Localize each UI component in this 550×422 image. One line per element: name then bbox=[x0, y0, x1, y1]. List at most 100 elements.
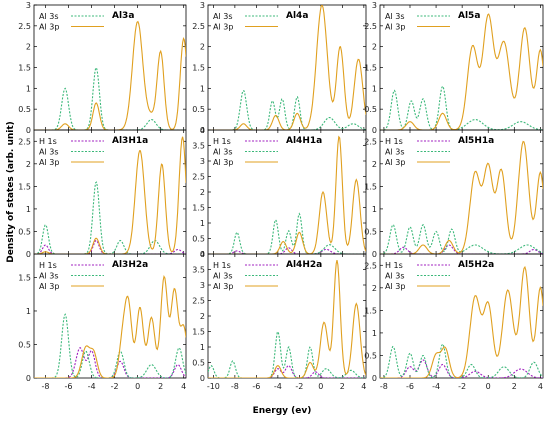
y-tick-label: 1 bbox=[200, 343, 205, 352]
y-tick-label: 0.5 bbox=[192, 235, 205, 244]
series-line-al-3p bbox=[34, 136, 186, 254]
legend-label: H 1s bbox=[39, 137, 57, 146]
y-tick-label: 3.5 bbox=[192, 266, 205, 275]
y-tick-label: 2.5 bbox=[364, 22, 377, 31]
y-tick-label: 0.5 bbox=[18, 340, 31, 349]
series-line-al-3p bbox=[208, 259, 366, 378]
y-tick-label: 2 bbox=[200, 43, 205, 52]
y-tick-label: 2 bbox=[372, 43, 377, 52]
y-tick-label: 3 bbox=[200, 281, 205, 290]
series-line-al-3p bbox=[34, 20, 186, 130]
legend-label: Al 3p bbox=[385, 158, 405, 167]
y-tick-label: 0.5 bbox=[192, 105, 205, 114]
series-line-al-3s bbox=[380, 85, 543, 130]
panel-title: Al4H2a bbox=[286, 260, 322, 270]
x-tick-label: 0 bbox=[318, 382, 323, 391]
x-tick-label: 4 bbox=[181, 382, 186, 391]
x-tick-label: -2 bbox=[111, 382, 119, 391]
x-axis-label: Energy (ev) bbox=[253, 406, 312, 416]
y-tick-label: 2 bbox=[200, 312, 205, 321]
x-tick-label: 2 bbox=[158, 382, 163, 391]
legend-label: H 1s bbox=[213, 137, 231, 146]
y-tick-label: 3.5 bbox=[192, 142, 205, 151]
x-tick-label: 0 bbox=[135, 382, 140, 391]
legend-label: Al 3p bbox=[39, 23, 59, 32]
series-line-al-3s bbox=[34, 181, 186, 254]
series-line-al-3s bbox=[208, 90, 366, 130]
series-line-al-3p bbox=[208, 135, 366, 254]
x-tick-label: -6 bbox=[252, 382, 260, 391]
y-tick-label: 2 bbox=[200, 188, 205, 197]
y-tick-label: 0 bbox=[372, 126, 377, 135]
legend-label: Al 3s bbox=[39, 12, 59, 21]
panel-Al4a: 0 0.5 1 1.5 2 2.5 3 Al 3s Al 3p Al4a bbox=[192, 1, 367, 135]
y-tick-label: 0.5 bbox=[364, 105, 377, 114]
x-tick-label: 4 bbox=[361, 382, 366, 391]
legend-label: Al 3s bbox=[385, 12, 405, 21]
y-tick-label: 1 bbox=[26, 205, 31, 214]
y-tick-label: 0.5 bbox=[18, 105, 31, 114]
y-tick-label: 3 bbox=[200, 1, 205, 10]
y-tick-label: 2 bbox=[26, 160, 31, 169]
x-tick-label: -2 bbox=[295, 382, 303, 391]
y-tick-label: 0 bbox=[26, 374, 31, 383]
y-tick-label: 0.5 bbox=[364, 351, 377, 360]
series-line-al-3p bbox=[380, 13, 543, 130]
y-tick-label: 0 bbox=[26, 126, 31, 135]
legend-label: H 1s bbox=[39, 261, 57, 270]
series-line-h-1s bbox=[208, 365, 366, 378]
y-tick-label: 1 bbox=[372, 84, 377, 93]
y-tick-label: 2.5 bbox=[192, 22, 205, 31]
y-tick-label: 2 bbox=[372, 284, 377, 293]
y-tick-label: 1.5 bbox=[364, 306, 377, 315]
y-tick-label: 3 bbox=[26, 1, 31, 10]
x-tick-label: -10 bbox=[207, 382, 220, 391]
y-tick-label: 2.5 bbox=[364, 137, 377, 146]
x-tick-label: -4 bbox=[432, 382, 440, 391]
panel-title: Al5H1a bbox=[458, 136, 494, 146]
series-line-al-3s bbox=[34, 313, 186, 378]
y-tick-label: 1.5 bbox=[18, 182, 31, 191]
legend-label: H 1s bbox=[213, 261, 231, 270]
panel-title: Al3H2a bbox=[112, 260, 148, 270]
y-tick-label: 2 bbox=[372, 160, 377, 169]
y-tick-label: 2.5 bbox=[18, 22, 31, 31]
y-tick-label: 1.5 bbox=[192, 204, 205, 213]
y-tick-label: 2.5 bbox=[192, 297, 205, 306]
y-tick-label: 1 bbox=[200, 84, 205, 93]
y-tick-label: 0 bbox=[372, 374, 377, 383]
y-tick-label: 0.5 bbox=[364, 227, 377, 236]
series-line-al-3s bbox=[380, 343, 543, 378]
x-tick-label: -6 bbox=[406, 382, 414, 391]
x-tick-label: -8 bbox=[380, 382, 388, 391]
legend-label: Al 3p bbox=[213, 282, 233, 291]
panel-title: Al3H1a bbox=[112, 136, 148, 146]
x-tick-label: -4 bbox=[274, 382, 282, 391]
legend-label: H 1s bbox=[385, 137, 403, 146]
panel-title: Al3a bbox=[112, 11, 134, 21]
series-line-al-3p bbox=[380, 140, 543, 254]
y-tick-label: 1 bbox=[26, 84, 31, 93]
legend-label: Al 3s bbox=[39, 272, 59, 281]
y-tick-label: 0 bbox=[372, 250, 377, 259]
legend-label: Al 3p bbox=[39, 282, 59, 291]
y-tick-label: 1.5 bbox=[192, 328, 205, 337]
y-tick-label: 3 bbox=[372, 1, 377, 10]
legend-label: H 1s bbox=[385, 261, 403, 270]
legend-label: Al 3s bbox=[213, 12, 233, 21]
legend-label: Al 3p bbox=[39, 158, 59, 167]
panel-title: Al4H1a bbox=[286, 136, 322, 146]
y-tick-label: 2.5 bbox=[18, 137, 31, 146]
y-tick-label: 1.5 bbox=[364, 182, 377, 191]
y-tick-label: 1 bbox=[372, 329, 377, 338]
y-tick-label: 1.5 bbox=[192, 64, 205, 73]
y-axis-label: Density of states (arb. unit) bbox=[6, 121, 16, 263]
y-tick-label: 1.5 bbox=[364, 64, 377, 73]
y-tick-label: 0.5 bbox=[192, 359, 205, 368]
